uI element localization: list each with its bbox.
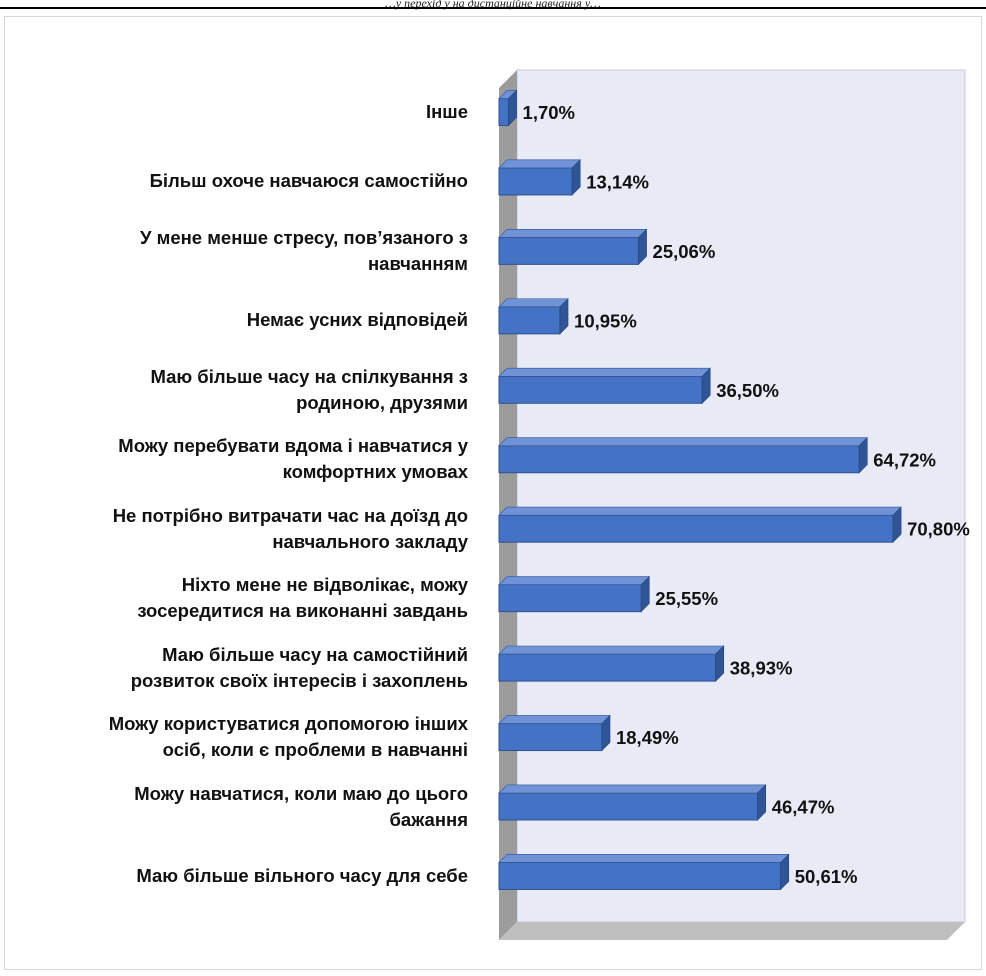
bar-top-face [498, 576, 651, 585]
bar-side-face [892, 506, 902, 543]
data-label: 25,06% [653, 241, 716, 262]
data-label: 46,47% [772, 797, 835, 818]
bar [498, 514, 894, 543]
bar-top-face [498, 367, 711, 377]
bar-side-face [508, 89, 517, 127]
bar-top-face [498, 229, 648, 238]
bar-top-face [498, 784, 767, 794]
bar-side-face [858, 436, 868, 474]
data-label: 25,55% [655, 588, 718, 609]
category-label: Інше [425, 101, 468, 122]
bar-top-face [498, 645, 725, 655]
bar [498, 445, 860, 474]
header-rule [0, 7, 986, 9]
data-label: 64,72% [873, 449, 936, 470]
bar-top-face [498, 506, 902, 516]
category-label: Більш охоче навчаюся самостійно [149, 170, 468, 192]
bar-top-face [498, 854, 790, 863]
category-label: Ніхто мене не відволікає, можу зосередит… [137, 574, 468, 622]
bar-side-face [701, 367, 711, 405]
bar-side-face [601, 714, 611, 752]
bar-side-face [559, 298, 569, 335]
page-header-text: …у перехід у на дистанційне навчання у… [385, 0, 601, 10]
category-label: Можу навчатися, коли маю до цього бажанн… [134, 782, 468, 830]
category-label: У мене менше стресу, пов’язаного з навча… [140, 226, 468, 274]
bar-top-face [498, 159, 581, 169]
bar [498, 167, 573, 196]
data-label: 38,93% [730, 658, 793, 679]
category-label: Не потрібно витрачати час на доїзд до на… [112, 504, 468, 552]
category-label: Маю більше часу на спілкування з родиною… [150, 365, 468, 413]
data-label: 70,80% [907, 519, 970, 540]
bar [498, 653, 717, 682]
category-label: Можу користуватися допомогою інших осіб,… [108, 713, 468, 761]
data-label: 50,61% [795, 866, 858, 887]
bar-side-face [757, 784, 767, 821]
bar [498, 98, 509, 126]
bar-side-face [638, 228, 647, 266]
data-label: 18,49% [616, 727, 679, 748]
bar [498, 375, 703, 404]
bar [498, 792, 759, 821]
category-label: Можу перебувати вдома і навчатися у комф… [118, 435, 468, 483]
bar-top-face [498, 437, 868, 447]
bar-side-face [640, 575, 650, 613]
category-label: Маю більше часу на самостійний розвиток … [130, 643, 468, 691]
bar-top-face [498, 298, 569, 308]
category-label: Маю більше вільного часу для себе [136, 864, 468, 886]
bar-side-face [571, 159, 581, 196]
chart-floor [499, 922, 965, 940]
bar-side-face [780, 853, 790, 891]
data-label: 1,70% [523, 102, 575, 123]
data-label: 10,95% [574, 310, 637, 331]
bar [498, 236, 639, 265]
data-label: 36,50% [716, 380, 779, 401]
bar [498, 861, 782, 890]
bar [498, 584, 642, 613]
bar [498, 723, 603, 752]
bar-top-face [498, 715, 611, 724]
bar-side-face [715, 645, 725, 682]
data-label: 13,14% [586, 171, 649, 192]
category-label: Немає усних відповідей [246, 309, 468, 331]
bar [498, 306, 561, 335]
